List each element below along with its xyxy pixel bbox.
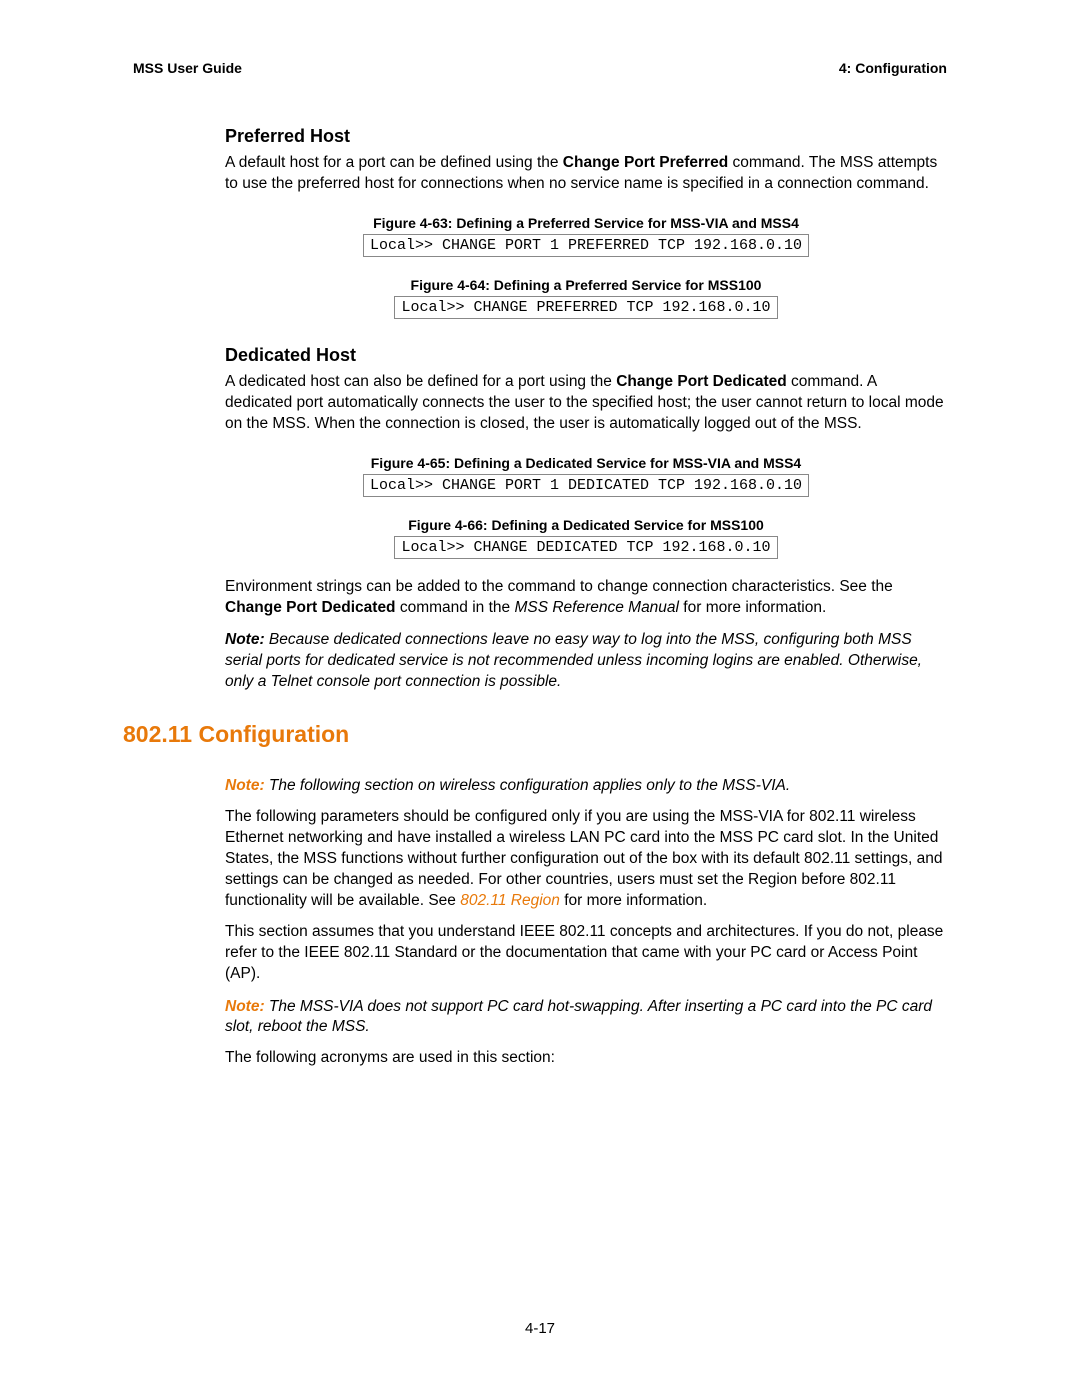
preferred-host-heading: Preferred Host	[225, 126, 947, 147]
figure-4-66: Figure 4-66: Defining a Dedicated Servic…	[225, 517, 947, 559]
text: Environment strings can be added to the …	[225, 578, 893, 595]
dedicated-note: Note: Because dedicated connections leav…	[225, 630, 947, 693]
note-label: Note:	[225, 998, 265, 1015]
text: A default host for a port can be defined…	[225, 154, 563, 171]
note-text: The MSS-VIA does not support PC card hot…	[225, 998, 932, 1036]
figure-4-63: Figure 4-63: Defining a Preferred Servic…	[225, 215, 947, 257]
code-box: Local>> CHANGE DEDICATED TCP 192.168.0.1…	[394, 536, 777, 559]
command-name: Change Port Preferred	[563, 154, 728, 171]
wifi-paragraph-2: This section assumes that you understand…	[225, 922, 947, 985]
text: command in the	[396, 599, 515, 616]
code-box: Local>> CHANGE PORT 1 DEDICATED TCP 192.…	[363, 474, 809, 497]
dedicated-host-paragraph: A dedicated host can also be defined for…	[225, 372, 947, 435]
header-right: 4: Configuration	[839, 60, 947, 76]
text: for more information.	[679, 599, 826, 616]
page-number: 4-17	[0, 1320, 1080, 1337]
wifi-paragraph-1: The following parameters should be confi…	[225, 807, 947, 912]
command-name: Change Port Dedicated	[225, 599, 396, 616]
figure-caption: Figure 4-66: Defining a Dedicated Servic…	[225, 517, 947, 533]
text: A dedicated host can also be defined for…	[225, 373, 616, 390]
region-link[interactable]: 802.11 Region	[460, 892, 560, 909]
manual-ref: MSS Reference Manual	[514, 599, 679, 616]
header-left: MSS User Guide	[133, 60, 242, 76]
env-strings-paragraph: Environment strings can be added to the …	[225, 577, 947, 619]
figure-caption: Figure 4-65: Defining a Dedicated Servic…	[225, 455, 947, 471]
section-802-11-heading: 802.11 Configuration	[123, 721, 947, 748]
figure-caption: Figure 4-64: Defining a Preferred Servic…	[225, 277, 947, 293]
note-label: Note:	[225, 777, 265, 794]
wifi-note-1: Note: The following section on wireless …	[225, 776, 947, 797]
note-text: Because dedicated connections leave no e…	[225, 631, 922, 690]
figure-4-65: Figure 4-65: Defining a Dedicated Servic…	[225, 455, 947, 497]
figure-4-64: Figure 4-64: Defining a Preferred Servic…	[225, 277, 947, 319]
page-header: MSS User Guide 4: Configuration	[133, 60, 947, 76]
text: for more information.	[560, 892, 707, 909]
command-name: Change Port Dedicated	[616, 373, 787, 390]
figure-caption: Figure 4-63: Defining a Preferred Servic…	[225, 215, 947, 231]
code-box: Local>> CHANGE PORT 1 PREFERRED TCP 192.…	[363, 234, 809, 257]
note-label: Note:	[225, 631, 265, 648]
code-box: Local>> CHANGE PREFERRED TCP 192.168.0.1…	[394, 296, 777, 319]
dedicated-host-heading: Dedicated Host	[225, 345, 947, 366]
note-text: The following section on wireless config…	[265, 777, 791, 794]
preferred-host-paragraph: A default host for a port can be defined…	[225, 153, 947, 195]
wifi-note-2: Note: The MSS-VIA does not support PC ca…	[225, 997, 947, 1039]
wifi-paragraph-3: The following acronyms are used in this …	[225, 1048, 947, 1069]
